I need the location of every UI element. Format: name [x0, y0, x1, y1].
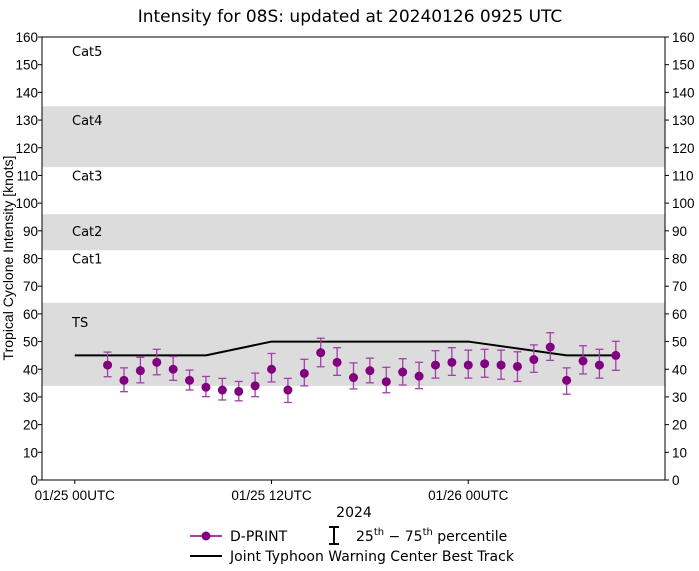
category-label-cat1: Cat1 [72, 253, 102, 268]
y-tick-label-left: 70 [23, 279, 38, 294]
y-tick-label-right: 90 [672, 224, 687, 239]
y-tick-label-left: 150 [15, 58, 38, 73]
y-tick-label-left: 20 [23, 418, 38, 433]
y-tick-label-right: 70 [672, 279, 687, 294]
dprint-point [365, 366, 375, 376]
dprint-point [578, 356, 588, 366]
y-tick-label-left: 50 [23, 335, 38, 350]
y-tick-label-left: 140 [15, 85, 38, 100]
category-bands: TS Cat1 Cat2 Cat3 Cat4 Cat5 [42, 45, 665, 386]
y-tick-label-right: 20 [672, 418, 687, 433]
y-tick-label-right: 10 [672, 445, 687, 460]
dprint-point [201, 382, 211, 392]
dprint-point [103, 360, 113, 370]
chart-title: Intensity for 08S: updated at 20240126 0… [138, 7, 563, 27]
dprint-point [135, 366, 145, 376]
y-tick-label-right: 110 [672, 168, 694, 183]
dprint-point [119, 375, 129, 385]
dprint-point [430, 360, 440, 370]
dprint-point [480, 359, 490, 369]
y-tick-label-right: 100 [672, 196, 695, 211]
dprint-point [299, 368, 309, 378]
y-tick-label-left: 40 [23, 362, 38, 377]
y-tick-label-left: 160 [15, 30, 38, 45]
category-label-cat2: Cat2 [72, 225, 102, 240]
y-tick-label-right: 160 [672, 30, 695, 45]
dprint-point [250, 381, 260, 391]
x-tick-label: 01/26 00UTC [428, 488, 509, 503]
y-tick-label-right: 150 [672, 58, 695, 73]
legend-best-track-label: Joint Typhoon Warning Center Best Track [229, 549, 515, 565]
dprint-point [398, 367, 408, 377]
dprint-point [381, 377, 391, 387]
dprint-point [217, 385, 227, 395]
x-tick-label: 01/25 00UTC [35, 488, 116, 503]
dprint-point [283, 385, 293, 395]
y-tick-label-left: 0 [30, 473, 38, 488]
dprint-point [414, 371, 424, 381]
dprint-point [316, 348, 326, 358]
dprint-point [267, 364, 277, 374]
y-tick-label-left: 130 [15, 113, 38, 128]
x-tick-label: 01/25 12UTC [231, 488, 312, 503]
legend: D-PRINT 25th − 75th percentile Joint Typ… [190, 526, 515, 565]
dprint-point [594, 360, 604, 370]
y-tick-label-right: 120 [672, 141, 695, 156]
y-tick-label-left: 100 [15, 196, 38, 211]
dprint-point [349, 373, 358, 383]
dprint-point [152, 357, 162, 367]
category-label-ts: TS [71, 316, 88, 331]
y-axis-label: Tropical Cyclone Intensity [knots] [0, 156, 16, 361]
y-tick-label-right: 140 [672, 85, 695, 100]
y-tick-label-right: 30 [672, 390, 687, 405]
y-tick-label-left: 30 [23, 390, 38, 405]
category-band-cat2 [42, 214, 665, 251]
y-tick-label-right: 50 [672, 335, 687, 350]
legend-percentile-label: 25th − 75th percentile [356, 527, 507, 545]
y-tick-label-right: 0 [672, 473, 680, 488]
y-tick-label-left: 90 [23, 224, 38, 239]
dprint-point [332, 357, 342, 367]
dprint-point [447, 357, 457, 367]
dprint-point [463, 360, 473, 370]
dprint-point [545, 342, 555, 352]
dprint-point [562, 375, 572, 385]
best-track-line [74, 340, 616, 357]
x-axis-label: 2024 [336, 505, 372, 521]
dprint-point [168, 364, 178, 374]
plot-frame [41, 36, 666, 481]
category-label-cat4: Cat4 [72, 114, 102, 129]
dprint-point [512, 361, 522, 371]
category-label-cat3: Cat3 [72, 169, 102, 184]
y-tick-label-right: 60 [672, 307, 687, 322]
y-tick-label-left: 80 [23, 252, 38, 267]
y-tick-label-left: 120 [15, 141, 38, 156]
dprint-point [611, 350, 621, 360]
category-band-cat4 [42, 106, 665, 168]
legend-dprint-label: D-PRINT [230, 529, 288, 545]
y-tick-label-right: 40 [672, 362, 687, 377]
y-tick-label-right: 130 [672, 113, 695, 128]
dprint-point [185, 375, 195, 385]
legend-dprint-marker [201, 531, 211, 541]
y-tick-label-left: 60 [23, 307, 38, 322]
legend-percentile-bar-icon [329, 526, 339, 545]
category-label-cat5: Cat5 [72, 45, 102, 60]
y-tick-label-right: 80 [672, 252, 687, 267]
y-tick-label-left: 110 [16, 168, 38, 183]
dprint-point [234, 386, 244, 396]
y-tick-label-left: 10 [23, 445, 38, 460]
dprint-point [496, 360, 506, 370]
dprint-point [529, 355, 539, 365]
